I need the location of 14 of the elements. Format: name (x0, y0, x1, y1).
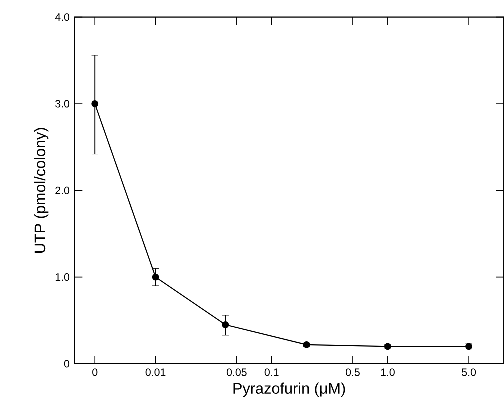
x-tick-label: 1.0 (381, 368, 395, 376)
x-tick-label: 0.05 (226, 368, 247, 376)
x-axis-title: Pyrazofurin (μM) (234, 382, 346, 398)
y-tick-label: 1.0 (56, 274, 70, 282)
y-tick-label: 4.0 (55, 14, 70, 22)
y-tick-label: 0 (64, 360, 70, 368)
y-axis-title: UTP (pmol/colony) (34, 128, 49, 254)
x-tick-label: 0.01 (146, 368, 166, 376)
x-tick-label: 0 (92, 368, 98, 376)
y-tick-label: 2.0 (56, 187, 70, 195)
x-tick-label: 0.5 (346, 368, 360, 376)
x-tick-label: 5.0 (462, 368, 476, 376)
x-tick-label: 0.1 (264, 368, 279, 376)
y-tick-label: 3.0 (56, 100, 70, 108)
